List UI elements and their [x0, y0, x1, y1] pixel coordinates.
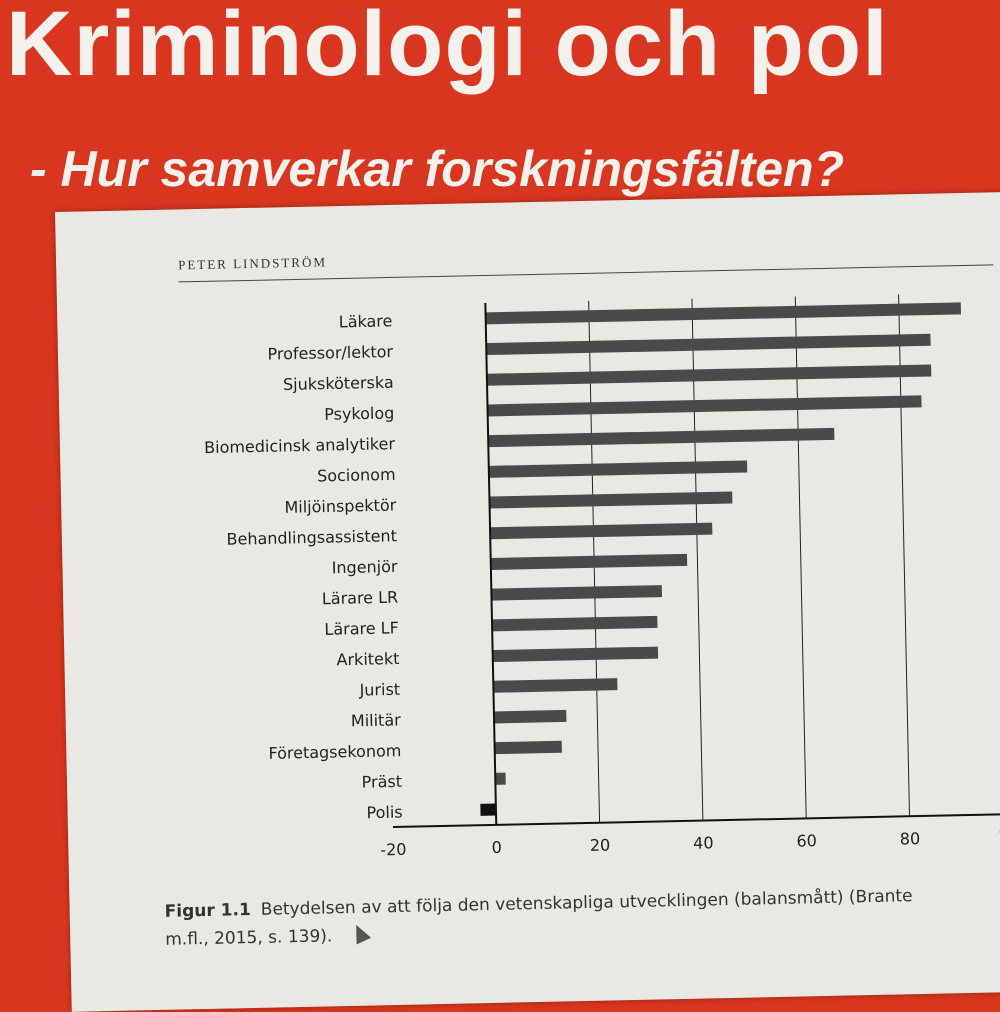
- category-label-5: Socionom: [317, 465, 396, 486]
- slide-subtitle: - Hur samverkar forskningsfälten?: [30, 141, 845, 197]
- gridline-5: [898, 294, 911, 817]
- bar-10: [491, 615, 658, 632]
- x-axis-line: [392, 813, 1000, 829]
- gridline-4: [794, 296, 807, 819]
- category-label-2: Sjuksköterska: [283, 373, 394, 394]
- bar-3: [487, 395, 922, 417]
- slide-title: Kriminologi och pol: [6, 0, 889, 95]
- category-label-10: Lärare LF: [324, 618, 399, 639]
- bar-4: [488, 427, 835, 448]
- zero-axis-line: [484, 302, 498, 825]
- x-tick-label-5: 80: [900, 829, 921, 848]
- bar-13: [493, 709, 567, 724]
- bar-7: [490, 522, 713, 540]
- x-tick-label-1: 0: [491, 838, 502, 857]
- x-tick-label-0: -20: [380, 840, 407, 860]
- bar-1: [486, 333, 931, 356]
- category-label-14: Företagsekonom: [268, 741, 401, 763]
- bar-15: [495, 772, 506, 785]
- category-label-15: Präst: [361, 772, 402, 792]
- category-label-7: Behandlingsassistent: [226, 526, 397, 549]
- bar-12: [493, 678, 618, 693]
- bar-14: [494, 740, 562, 755]
- bar-16: [480, 803, 497, 816]
- category-label-9: Lärare LR: [322, 588, 399, 609]
- figure-caption-text: Betydelsen av att följa den vetenskaplig…: [165, 886, 913, 950]
- category-label-6: Miljöinspektör: [284, 496, 397, 517]
- category-label-1: Professor/lektor: [267, 342, 393, 364]
- book-page: PETER LINDSTRÖM Läkare Professor/lektor Sj…: [55, 191, 1000, 1012]
- x-tick-label-2: 20: [590, 836, 611, 855]
- category-label-0: Läkare: [339, 311, 393, 331]
- x-tick-label-6: 100: [998, 827, 1000, 847]
- bar-chart: Läkare Professor/lektor Sjuksköterska Psyko…: [204, 294, 1000, 860]
- bar-5: [488, 460, 748, 478]
- category-label-4: Biomedicinsk analytiker: [204, 434, 396, 457]
- bar-6: [489, 491, 733, 509]
- category-label-11: Arkitekt: [336, 649, 399, 669]
- category-label-3: Psykolog: [324, 403, 394, 423]
- bar-2: [486, 364, 932, 386]
- figure-caption: Figur 1.1 Betydelsen av att följa den vet…: [164, 882, 925, 954]
- bar-8: [490, 553, 688, 570]
- category-label-16: Polis: [366, 803, 402, 823]
- category-label-13: Militär: [351, 710, 402, 730]
- x-tick-label-4: 60: [796, 831, 817, 850]
- figure-label: Figur 1.1: [164, 900, 252, 922]
- category-label-12: Jurist: [358, 680, 400, 700]
- bar-0: [485, 302, 962, 325]
- category-label-8: Ingenjör: [332, 557, 399, 577]
- bar-9: [491, 585, 663, 601]
- x-tick-label-3: 40: [693, 833, 714, 852]
- bar-11: [492, 646, 659, 663]
- gridline-3: [691, 298, 704, 821]
